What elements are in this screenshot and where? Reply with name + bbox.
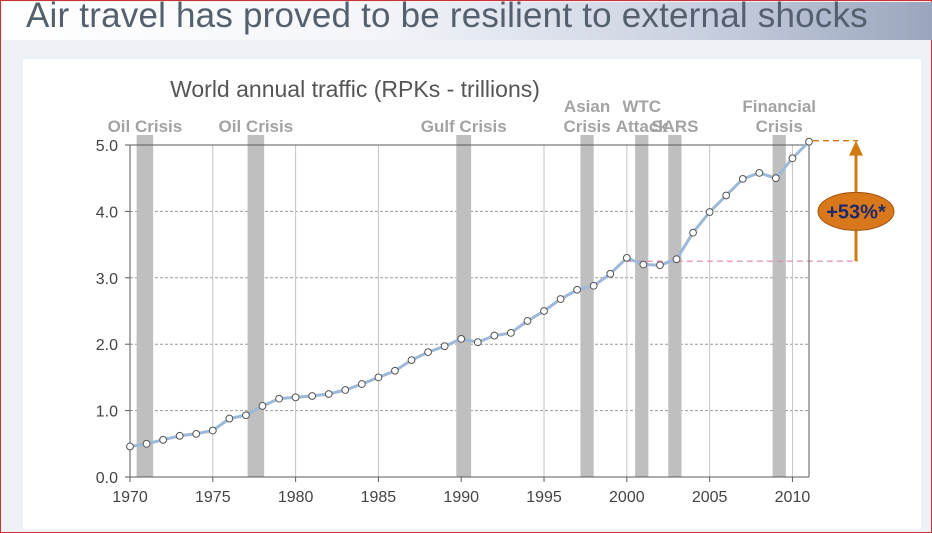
chart-title: World annual traffic (RPKs - trillions) xyxy=(170,76,540,102)
x-tick-label: 1980 xyxy=(278,489,314,506)
crisis-bar xyxy=(635,135,649,477)
y-tick-label: 4.0 xyxy=(96,204,118,221)
data-point xyxy=(357,380,366,388)
crisis-bars xyxy=(136,135,786,477)
event-label-line: Crisis xyxy=(756,117,803,136)
data-point xyxy=(291,393,300,402)
growth-annotation: +53%* xyxy=(817,140,895,262)
y-tick-label: 2.0 xyxy=(96,337,118,354)
y-tick-label: 1.0 xyxy=(96,404,118,421)
growth-badge-label: +53%* xyxy=(826,201,886,223)
data-point xyxy=(556,295,565,303)
data-point xyxy=(192,429,201,438)
x-tick-label: 1970 xyxy=(112,489,148,506)
data-point xyxy=(672,255,681,264)
axes: 0.0 1.0 2.0 3.0 4.0 5.0 1970 1975 1980 1985 1990 19… xyxy=(96,138,811,506)
data-point xyxy=(507,329,515,337)
event-label-line: Attack xyxy=(616,117,669,136)
event-label: Oil Crisis xyxy=(108,117,183,136)
data-point xyxy=(242,411,250,420)
crisis-bar xyxy=(580,135,594,477)
crisis-bar xyxy=(247,135,265,477)
data-point xyxy=(755,168,764,177)
data-point xyxy=(573,285,582,294)
event-label: SARS xyxy=(651,117,698,136)
x-tick-label: 2005 xyxy=(692,489,728,506)
series xyxy=(126,137,813,451)
data-point xyxy=(788,154,797,163)
x-tick-label: 1990 xyxy=(443,489,479,506)
data-point xyxy=(159,435,168,444)
event-label-line: Asian xyxy=(564,97,610,116)
data-point xyxy=(440,342,449,351)
data-point xyxy=(589,281,598,290)
event-label: WTC Attack xyxy=(616,97,669,136)
data-point xyxy=(175,431,184,440)
data-point xyxy=(341,386,350,394)
data-point xyxy=(523,317,532,325)
data-point xyxy=(722,191,731,200)
crisis-bar xyxy=(772,135,786,477)
crisis-bar xyxy=(456,135,472,477)
data-point xyxy=(457,334,466,343)
slide-title: Air travel has proved to be resilient to… xyxy=(26,0,868,35)
data-point xyxy=(126,442,134,451)
data-point xyxy=(208,426,217,435)
data-point xyxy=(705,208,714,216)
y-tick-label: 3.0 xyxy=(96,271,118,288)
x-tick-label: 1975 xyxy=(195,489,231,506)
data-point xyxy=(275,394,283,403)
data-point xyxy=(771,174,780,183)
event-label-line: Crisis xyxy=(563,117,610,136)
data-point xyxy=(391,366,399,375)
data-point xyxy=(606,269,615,278)
event-label: Financial Crisis xyxy=(742,97,816,136)
data-point xyxy=(490,331,499,340)
data-point xyxy=(374,373,383,382)
data-point xyxy=(407,356,416,365)
x-tick-label: 2000 xyxy=(609,489,645,506)
x-tick-label: 1985 xyxy=(361,489,397,506)
data-point xyxy=(258,402,267,410)
data-point xyxy=(308,392,317,400)
title-band: Air travel has proved to be resilient to… xyxy=(2,0,932,40)
data-point xyxy=(424,348,432,357)
event-label-line: Financial xyxy=(742,97,816,116)
data-point xyxy=(622,253,631,262)
x-tick-label: 1995 xyxy=(526,489,562,506)
data-point xyxy=(324,390,333,398)
y-tick-label: 0.0 xyxy=(96,470,118,487)
growth-arrowhead xyxy=(849,140,863,156)
data-point xyxy=(689,228,697,237)
traffic-line-chart: World annual traffic (RPKs - trillions) … xyxy=(96,76,895,506)
data-point xyxy=(805,137,813,146)
data-point xyxy=(473,338,482,347)
data-point xyxy=(738,174,747,183)
data-point xyxy=(142,439,151,448)
event-label-line: WTC xyxy=(622,97,661,116)
data-point xyxy=(225,414,234,423)
growth-badge xyxy=(817,191,895,231)
y-tick-label: 5.0 xyxy=(96,138,118,155)
chart-panel: World annual traffic (RPKs - trillions) … xyxy=(23,59,921,529)
data-point xyxy=(540,307,548,315)
x-tick-label: 2010 xyxy=(775,489,811,506)
event-label: Gulf Crisis xyxy=(421,117,507,136)
event-label: Asian Crisis xyxy=(563,97,610,136)
event-label: Oil Crisis xyxy=(219,117,294,136)
crisis-bar xyxy=(668,135,682,477)
crisis-bar xyxy=(136,135,154,477)
reference-lines xyxy=(626,139,858,262)
data-point xyxy=(639,260,648,269)
data-point xyxy=(656,261,664,270)
